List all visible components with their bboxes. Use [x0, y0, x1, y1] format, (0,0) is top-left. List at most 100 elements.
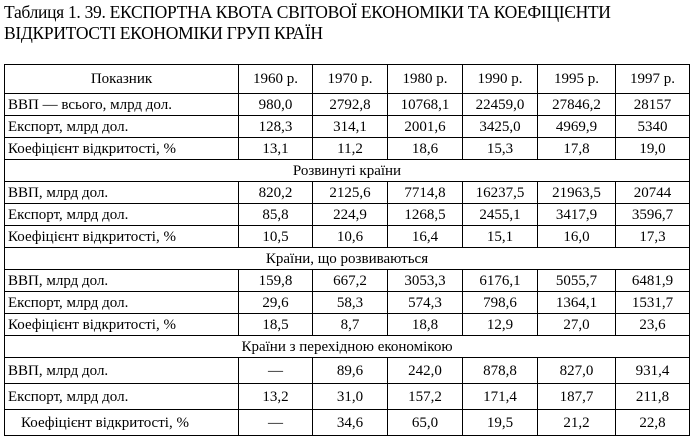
table-cell: 10768,1 [387, 93, 463, 116]
table-cell: 13,2 [238, 383, 313, 410]
table-cell: 2001,6 [387, 115, 463, 138]
table-cell: 5340 [615, 115, 690, 138]
table-cell: 58,3 [312, 291, 388, 314]
table-cell: 23,6 [615, 313, 690, 336]
table-cell: 22459,0 [462, 93, 538, 116]
table-row: ВВП, млрд дол. — 89,6 242,0 878,8 827,0 … [4, 357, 690, 384]
table-row: Експорт, млрд дол. 128,3 314,1 2001,6 34… [4, 115, 690, 138]
table-cell: 2455,1 [462, 203, 538, 226]
section-row: Країни з перехідною економікою [4, 335, 690, 358]
table-cell: 7714,8 [387, 181, 463, 204]
row-label: Експорт, млрд дол. [4, 383, 239, 410]
table-cell: 21,2 [537, 409, 616, 436]
table-cell: 574,3 [387, 291, 463, 314]
row-label: Коефіцієнт відкритості, % [4, 225, 239, 248]
table-cell: 128,3 [238, 115, 313, 138]
table-cell: 28157 [615, 93, 690, 116]
table-cell: 6481,9 [615, 269, 690, 292]
table-cell: 10,6 [312, 225, 388, 248]
column-header: Показник [4, 64, 239, 94]
table-cell: 211,8 [615, 383, 690, 410]
table-cell: 224,9 [312, 203, 388, 226]
table-row: Коефіцієнт відкритості, % 13,1 11,2 18,6… [4, 137, 690, 160]
section-title: Країни, що розвиваються [4, 247, 690, 270]
table-cell: 2125,6 [312, 181, 388, 204]
table-cell: 1268,5 [387, 203, 463, 226]
table-cell: — [238, 357, 313, 384]
table-cell: 20744 [615, 181, 690, 204]
row-label: ВВП — всього, млрд дол. [4, 93, 239, 116]
table-cell: 89,6 [312, 357, 388, 384]
section-title: Розвинуті країни [4, 159, 690, 182]
column-header: 1997 р. [615, 64, 690, 94]
row-label: Експорт, млрд дол. [4, 115, 239, 138]
table-cell: 22,8 [615, 409, 690, 436]
table-cell: 8,7 [312, 313, 388, 336]
table-cell: 13,1 [238, 137, 313, 160]
section-row: Розвинуті країни [4, 159, 690, 182]
table-cell: 2792,8 [312, 93, 388, 116]
table-cell: 5055,7 [537, 269, 616, 292]
section-row: Країни, що розвиваються [4, 247, 690, 270]
table-cell: 34,6 [312, 409, 388, 436]
table-cell: 17,8 [537, 137, 616, 160]
table-cell: 980,0 [238, 93, 313, 116]
table-row: ВВП — всього, млрд дол. 980,0 2792,8 107… [4, 93, 690, 116]
table-cell: 6176,1 [462, 269, 538, 292]
table-cell: 19,5 [462, 409, 538, 436]
table-cell: 15,3 [462, 137, 538, 160]
table-row: Коефіцієнт відкритості, % 10,5 10,6 16,4… [4, 225, 690, 248]
table-cell: 157,2 [387, 383, 463, 410]
table-header-row: Показник 1960 р. 1970 р. 1980 р. 1990 р.… [4, 64, 690, 94]
table-cell: 159,8 [238, 269, 313, 292]
table-cell: 10,5 [238, 225, 313, 248]
table-row: ВВП, млрд дол. 159,8 667,2 3053,3 6176,1… [4, 269, 690, 292]
table-cell: 3596,7 [615, 203, 690, 226]
table-cell: 65,0 [387, 409, 463, 436]
table-cell: 29,6 [238, 291, 313, 314]
table-row: ВВП, млрд дол. 820,2 2125,6 7714,8 16237… [4, 181, 690, 204]
row-label: Коефіцієнт відкритості, % [4, 409, 239, 436]
table-cell: 16,4 [387, 225, 463, 248]
table-cell: 878,8 [462, 357, 538, 384]
column-header: 1990 р. [462, 64, 538, 94]
table-cell: 827,0 [537, 357, 616, 384]
table-cell: 21963,5 [537, 181, 616, 204]
table-cell: 3417,9 [537, 203, 616, 226]
table-cell: 667,2 [312, 269, 388, 292]
table-cell: 3053,3 [387, 269, 463, 292]
table-row: Експорт, млрд дол. 29,6 58,3 574,3 798,6… [4, 291, 690, 314]
table-cell: 27846,2 [537, 93, 616, 116]
table-cell: 11,2 [312, 137, 388, 160]
table-cell: 242,0 [387, 357, 463, 384]
row-label: Експорт, млрд дол. [4, 291, 239, 314]
row-label: ВВП, млрд дол. [4, 181, 239, 204]
row-label: Коефіцієнт відкритості, % [4, 137, 239, 160]
table-cell: 931,4 [615, 357, 690, 384]
table-cell: 17,3 [615, 225, 690, 248]
table-cell: 27,0 [537, 313, 616, 336]
table-cell: 85,8 [238, 203, 313, 226]
column-header: 1980 р. [387, 64, 463, 94]
table-cell: 1364,1 [537, 291, 616, 314]
table-cell: 16237,5 [462, 181, 538, 204]
row-label: ВВП, млрд дол. [4, 357, 239, 384]
table-row: Коефіцієнт відкритості, % — 34,6 65,0 19… [4, 409, 690, 436]
row-label: ВВП, млрд дол. [4, 269, 239, 292]
table-cell: 1531,7 [615, 291, 690, 314]
table-row: Експорт, млрд дол. 13,2 31,0 157,2 171,4… [4, 383, 690, 410]
column-header: 1960 р. [238, 64, 313, 94]
table-cell: 16,0 [537, 225, 616, 248]
table-cell: 15,1 [462, 225, 538, 248]
table-cell: 18,8 [387, 313, 463, 336]
table-cell: 19,0 [615, 137, 690, 160]
table-cell: 18,6 [387, 137, 463, 160]
section-title: Країни з перехідною економікою [4, 335, 690, 358]
column-header: 1995 р. [537, 64, 616, 94]
table-cell: 3425,0 [462, 115, 538, 138]
table-cell: 4969,9 [537, 115, 616, 138]
table-cell: 314,1 [312, 115, 388, 138]
table-cell: 187,7 [537, 383, 616, 410]
table-row: Коефіцієнт відкритості, % 18,5 8,7 18,8 … [4, 313, 690, 336]
table-cell: 12,9 [462, 313, 538, 336]
